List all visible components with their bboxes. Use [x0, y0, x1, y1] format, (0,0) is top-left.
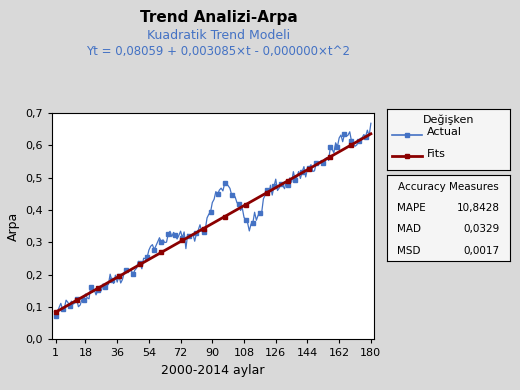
Text: Kuadratik Trend Modeli: Kuadratik Trend Modeli: [147, 29, 290, 42]
Actual: [58, 301, 64, 306]
Actual: [368, 121, 374, 126]
Actual: [172, 232, 178, 237]
Text: Actual: Actual: [426, 127, 462, 137]
Fits: [357, 137, 363, 142]
Text: 0,0329: 0,0329: [463, 224, 500, 234]
Text: 10,8428: 10,8428: [457, 203, 500, 213]
Text: MAD: MAD: [397, 224, 421, 234]
Text: MAPE: MAPE: [397, 203, 426, 213]
Actual: [89, 290, 96, 294]
Fits: [172, 242, 178, 247]
Actual: [118, 281, 124, 285]
Fits: [58, 307, 64, 312]
Actual: [357, 136, 363, 141]
Text: MSD: MSD: [397, 246, 421, 256]
Fits: [368, 131, 374, 136]
Text: Trend Analizi-Arpa: Trend Analizi-Arpa: [139, 10, 297, 25]
Text: 0,0017: 0,0017: [464, 246, 500, 256]
Y-axis label: Arpa: Arpa: [7, 211, 20, 241]
Fits: [118, 273, 124, 278]
Actual: [53, 314, 59, 318]
X-axis label: 2000-2014 aylar: 2000-2014 aylar: [161, 364, 265, 377]
Fits: [332, 151, 339, 156]
Text: Değişken: Değişken: [423, 114, 474, 124]
Fits: [53, 310, 59, 315]
Text: Yt = 0,08059 + 0,003085×t - 0,000000×t^2: Yt = 0,08059 + 0,003085×t - 0,000000×t^2: [86, 45, 350, 58]
Line: Actual: Actual: [54, 122, 373, 318]
Text: Fits: Fits: [426, 149, 445, 159]
Fits: [89, 289, 96, 294]
Line: Fits: Fits: [54, 132, 373, 314]
Text: Accuracy Measures: Accuracy Measures: [398, 181, 499, 191]
Actual: [332, 140, 339, 145]
